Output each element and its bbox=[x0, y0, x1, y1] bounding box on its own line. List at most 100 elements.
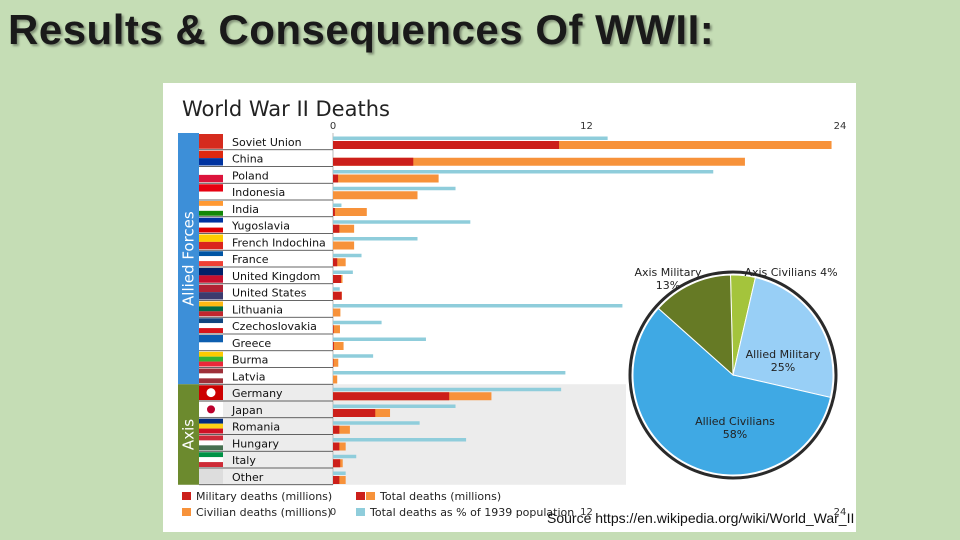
flag-stripe bbox=[199, 378, 223, 384]
bar-pct-population bbox=[333, 304, 623, 308]
flag-stripe bbox=[199, 368, 223, 374]
bar-total-deaths bbox=[333, 358, 339, 367]
legend-label: Total deaths (millions) bbox=[379, 490, 501, 503]
country-label: Hungary bbox=[232, 437, 279, 450]
country-label: Italy bbox=[232, 454, 256, 467]
bar-military-deaths bbox=[333, 275, 342, 283]
bar-pct-population bbox=[333, 270, 353, 274]
pie-chart bbox=[628, 270, 838, 480]
bar-military-deaths bbox=[333, 224, 340, 233]
bar-total-deaths bbox=[333, 241, 355, 250]
flag-stripe bbox=[199, 275, 223, 283]
country-label: Romania bbox=[232, 421, 280, 434]
bar-total-deaths bbox=[333, 191, 418, 200]
country-label: Germany bbox=[232, 387, 283, 400]
bar-pct-population bbox=[333, 170, 714, 174]
country-label: Yugoslavia bbox=[231, 220, 290, 233]
bar-pct-population bbox=[333, 404, 456, 408]
flag-stripe bbox=[199, 227, 223, 233]
flag-stripe bbox=[199, 217, 223, 223]
group-band bbox=[178, 384, 199, 485]
bar-military-deaths bbox=[333, 174, 339, 183]
bar-military-deaths bbox=[333, 442, 340, 451]
country-label: Indonesia bbox=[232, 186, 285, 199]
bar-pct-population bbox=[333, 287, 340, 291]
bar-pct-population bbox=[333, 454, 357, 459]
bar-total-deaths bbox=[333, 258, 346, 267]
bar-pct-population bbox=[333, 253, 362, 258]
pie-slice-label: Allied Civilians 58% bbox=[695, 415, 775, 441]
flag-stripe bbox=[199, 241, 223, 250]
bottom-axis-ticks: 0 12 24 bbox=[330, 507, 847, 518]
bottom-tick-label: 12 bbox=[580, 507, 593, 518]
bar-pct-population bbox=[333, 186, 456, 191]
bar-military-deaths bbox=[333, 325, 334, 334]
source-note: Source https://en.wikipedia.org/wiki/Wor… bbox=[547, 510, 855, 526]
pie-slice bbox=[732, 276, 834, 399]
flag-stripe bbox=[199, 311, 223, 317]
legend-swatch bbox=[182, 508, 191, 516]
pie-slice-label: Axis Military 13% bbox=[634, 266, 702, 292]
legend-label: Total deaths as % of 1939 population bbox=[369, 506, 574, 519]
bar-pct-population bbox=[333, 421, 420, 425]
country-label: France bbox=[232, 253, 269, 266]
country-label: Japan bbox=[231, 404, 263, 417]
flag-stripe bbox=[199, 323, 223, 329]
bar-pct-population bbox=[333, 136, 608, 140]
pie-slice-label: Axis Civilians 4% bbox=[744, 266, 837, 279]
country-label: Soviet Union bbox=[232, 136, 302, 149]
bar-total-deaths bbox=[333, 308, 341, 317]
flag-emblem bbox=[207, 405, 215, 414]
country-label: French Indochina bbox=[232, 236, 326, 249]
flag-stripe bbox=[199, 462, 223, 467]
bar-military-deaths bbox=[333, 476, 340, 484]
top-tick-label: 12 bbox=[580, 121, 593, 132]
bar-total-deaths bbox=[333, 224, 355, 233]
flag-emblem bbox=[206, 388, 216, 398]
bottom-tick-label: 0 bbox=[330, 507, 336, 518]
bar-marks bbox=[333, 136, 832, 484]
flag-stripe bbox=[199, 284, 223, 293]
country-rows: Soviet Union China Poland Indonesia India Yug… bbox=[199, 134, 333, 486]
bar-total-deaths bbox=[333, 375, 338, 384]
flag-stripe bbox=[199, 292, 223, 300]
bar-pct-population bbox=[333, 371, 566, 375]
flag-stripe bbox=[199, 428, 223, 434]
flag-stripe bbox=[199, 335, 223, 343]
group-bands: Allied Forces Axis bbox=[178, 133, 199, 485]
bar-military-deaths bbox=[333, 258, 338, 267]
bar-military-deaths bbox=[333, 291, 342, 300]
bar-total-deaths bbox=[333, 157, 745, 166]
flag-stripe bbox=[199, 184, 223, 192]
flag-stripe bbox=[199, 361, 223, 367]
flag-stripe bbox=[199, 234, 223, 242]
flag-stripe bbox=[199, 268, 223, 276]
flag-stripe bbox=[199, 251, 223, 257]
flag-stripe bbox=[199, 150, 223, 159]
flag-stripe bbox=[199, 167, 223, 175]
legend-swatch bbox=[182, 492, 191, 500]
country-label: Czechoslovakia bbox=[232, 320, 317, 333]
bar-pct-population bbox=[333, 237, 418, 241]
flag-stripe bbox=[199, 201, 223, 206]
pie-slice bbox=[657, 274, 734, 377]
country-label: Latvia bbox=[232, 370, 266, 383]
flag-stripe bbox=[199, 222, 223, 228]
chart-figure: World War II Deaths 0 12 24 0 12 24 Allied F… bbox=[163, 83, 856, 532]
bar-military-deaths bbox=[333, 392, 450, 401]
flag-stripe bbox=[199, 210, 223, 216]
bar-military-deaths bbox=[333, 342, 334, 350]
country-label: United Kingdom bbox=[232, 270, 320, 283]
flag-stripe bbox=[199, 318, 223, 324]
legend-label: Civilian deaths (millions) bbox=[196, 506, 332, 519]
flag-stripe bbox=[199, 440, 223, 446]
flag-stripe bbox=[199, 261, 223, 266]
country-label: Other bbox=[232, 471, 264, 484]
bottom-tick-label: 24 bbox=[834, 507, 847, 518]
pie-slice bbox=[632, 307, 832, 476]
top-tick-label: 0 bbox=[330, 121, 336, 132]
flag-stripe bbox=[199, 351, 223, 357]
group-label: Allied Forces bbox=[180, 211, 198, 306]
top-tick-label: 24 bbox=[834, 121, 847, 132]
country-label: Burma bbox=[232, 354, 268, 367]
